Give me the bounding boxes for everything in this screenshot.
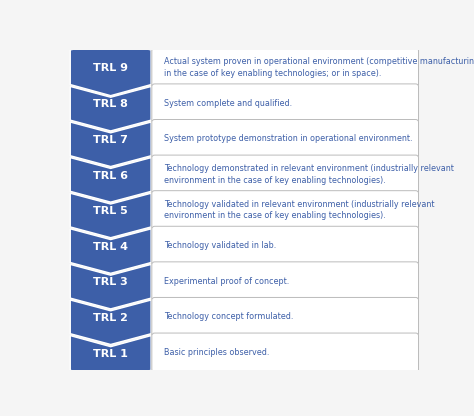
FancyBboxPatch shape <box>152 155 419 194</box>
Text: System prototype demonstration in operational environment.: System prototype demonstration in operat… <box>164 134 412 144</box>
Polygon shape <box>70 41 151 96</box>
Text: Technology validated in lab.: Technology validated in lab. <box>164 241 276 250</box>
Text: TRL 8: TRL 8 <box>93 99 128 109</box>
FancyBboxPatch shape <box>152 226 419 265</box>
FancyBboxPatch shape <box>152 333 419 372</box>
Polygon shape <box>70 87 151 131</box>
Text: Technology demonstrated in relevant environment (industrially relevant
environme: Technology demonstrated in relevant envi… <box>164 164 454 185</box>
FancyBboxPatch shape <box>152 48 419 87</box>
Polygon shape <box>70 193 151 238</box>
FancyBboxPatch shape <box>152 191 419 230</box>
Polygon shape <box>70 336 151 381</box>
Text: Technology concept formulated.: Technology concept formulated. <box>164 312 293 321</box>
FancyBboxPatch shape <box>152 297 419 336</box>
Polygon shape <box>70 229 151 273</box>
Text: Experimental proof of concept.: Experimental proof of concept. <box>164 277 289 286</box>
FancyBboxPatch shape <box>152 84 419 123</box>
Text: Actual system proven in operational environment (competitive manufacturing
in th: Actual system proven in operational envi… <box>164 57 474 78</box>
Text: TRL 2: TRL 2 <box>93 313 128 323</box>
Polygon shape <box>70 300 151 344</box>
Text: TRL 5: TRL 5 <box>93 206 128 216</box>
Text: TRL 9: TRL 9 <box>93 63 128 73</box>
Text: Technology validated in relevant environment (industrially relevant
environment : Technology validated in relevant environ… <box>164 200 435 220</box>
Text: System complete and qualified.: System complete and qualified. <box>164 99 292 108</box>
Text: TRL 3: TRL 3 <box>93 277 128 287</box>
FancyBboxPatch shape <box>152 119 419 158</box>
Text: TRL 1: TRL 1 <box>93 349 128 359</box>
Text: TRL 6: TRL 6 <box>93 171 128 181</box>
FancyBboxPatch shape <box>152 262 419 301</box>
Text: TRL 7: TRL 7 <box>93 135 128 145</box>
Polygon shape <box>70 158 151 202</box>
Text: Basic principles observed.: Basic principles observed. <box>164 348 269 357</box>
Polygon shape <box>70 265 151 309</box>
Text: TRL 4: TRL 4 <box>93 242 128 252</box>
Polygon shape <box>70 122 151 166</box>
